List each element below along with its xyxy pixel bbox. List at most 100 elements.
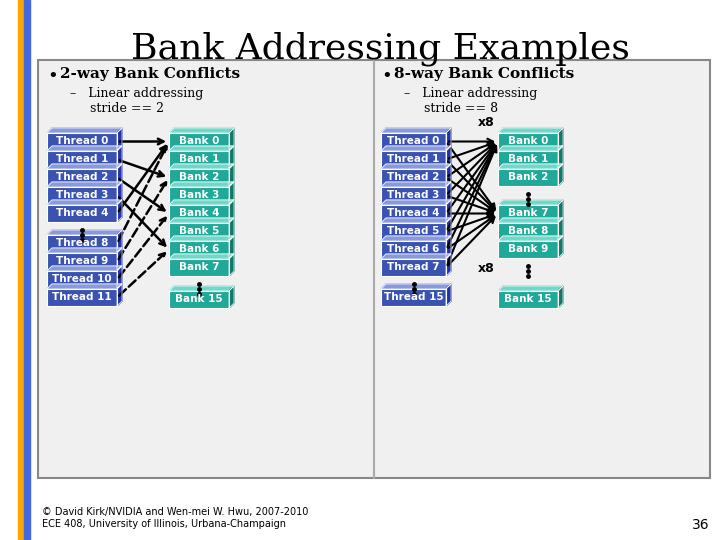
Bar [47,187,117,204]
Bar [381,241,446,258]
Polygon shape [229,286,234,308]
Polygon shape [446,218,451,240]
Text: stride == 8: stride == 8 [424,102,498,115]
Bar [24,0,30,540]
Polygon shape [117,128,122,150]
Text: •: • [47,67,58,85]
Polygon shape [169,146,234,151]
Bar [169,187,229,204]
Polygon shape [381,128,451,133]
Polygon shape [381,200,451,205]
Polygon shape [47,182,122,187]
Polygon shape [381,218,451,223]
Text: x8: x8 [477,116,495,129]
Polygon shape [47,230,122,235]
Bar [38,60,710,478]
Bar [47,205,117,222]
Polygon shape [558,200,563,222]
Text: 36: 36 [693,518,710,532]
Polygon shape [117,230,122,252]
Text: Bank 0: Bank 0 [508,137,548,146]
Polygon shape [117,164,122,186]
Polygon shape [381,146,451,151]
Bar [381,187,446,204]
Polygon shape [47,266,122,271]
Polygon shape [47,248,122,253]
Text: x8: x8 [477,262,495,275]
Text: stride == 2: stride == 2 [90,102,164,115]
Polygon shape [117,266,122,288]
Polygon shape [47,284,122,289]
Polygon shape [117,146,122,168]
Polygon shape [446,284,451,306]
Text: Thread 0: Thread 0 [387,137,440,146]
Polygon shape [169,164,234,169]
Bar [47,271,117,288]
Polygon shape [381,284,451,289]
Bar [381,205,446,222]
Text: Thread 15: Thread 15 [384,293,444,302]
Polygon shape [381,164,451,169]
Polygon shape [498,236,563,241]
Polygon shape [446,254,451,276]
Polygon shape [498,146,563,151]
Bar [498,241,558,258]
Polygon shape [169,128,234,133]
Polygon shape [446,164,451,186]
Bar [169,291,229,308]
Text: Bank 8: Bank 8 [508,226,548,237]
Polygon shape [558,218,563,240]
Polygon shape [446,146,451,168]
Polygon shape [169,254,234,259]
Polygon shape [381,182,451,187]
Polygon shape [498,286,563,291]
Text: © David Kirk/NVIDIA and Wen-mei W. Hwu, 2007-2010
ECE 408, University of Illinoi: © David Kirk/NVIDIA and Wen-mei W. Hwu, … [42,507,308,529]
Polygon shape [229,182,234,204]
Polygon shape [498,164,563,169]
Polygon shape [47,146,122,151]
Text: Bank Addressing Examples: Bank Addressing Examples [130,32,629,66]
Polygon shape [498,128,563,133]
Polygon shape [47,164,122,169]
Bar [47,169,117,186]
Bar [498,205,558,222]
Text: Bank 1: Bank 1 [179,154,219,165]
Text: Thread 5: Thread 5 [387,226,440,237]
Polygon shape [169,236,234,241]
Bar [498,169,558,186]
Polygon shape [229,200,234,222]
Bar [381,223,446,240]
Text: Bank 0: Bank 0 [179,137,219,146]
Bar [47,133,117,150]
Polygon shape [47,128,122,133]
Text: Thread 10: Thread 10 [52,274,112,285]
Polygon shape [117,200,122,222]
Polygon shape [47,200,122,205]
Bar [169,169,229,186]
Text: Bank 4: Bank 4 [179,208,220,219]
Text: Thread 11: Thread 11 [52,293,112,302]
Text: Bank 15: Bank 15 [504,294,552,305]
Polygon shape [446,236,451,258]
Bar [381,133,446,150]
Bar [169,205,229,222]
Text: Bank 1: Bank 1 [508,154,548,165]
Bar [381,259,446,276]
Text: Bank 7: Bank 7 [179,262,220,273]
Polygon shape [558,236,563,258]
Text: Bank 2: Bank 2 [179,172,219,183]
Bar [47,151,117,168]
Text: Bank 2: Bank 2 [508,172,548,183]
Text: Bank 9: Bank 9 [508,245,548,254]
Text: 8-way Bank Conflicts: 8-way Bank Conflicts [394,67,575,81]
Polygon shape [381,236,451,241]
Bar [169,151,229,168]
Bar [169,223,229,240]
Bar [381,151,446,168]
Polygon shape [229,236,234,258]
Polygon shape [169,286,234,291]
Polygon shape [117,284,122,306]
Text: Thread 8: Thread 8 [56,239,108,248]
Polygon shape [169,182,234,187]
Text: Thread 7: Thread 7 [387,262,440,273]
